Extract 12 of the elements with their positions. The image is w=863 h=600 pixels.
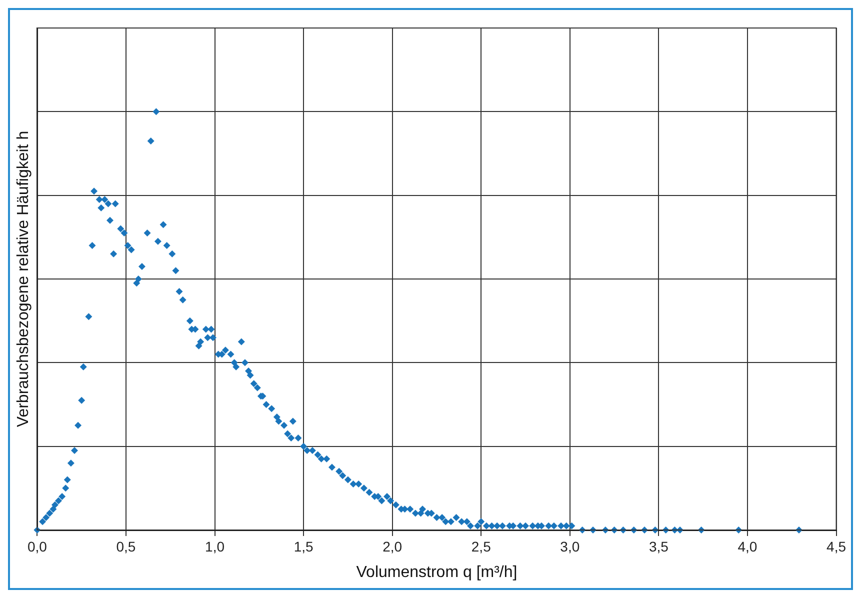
- x-tick-label: 0,5: [116, 538, 136, 554]
- x-tick-label: 0,0: [27, 538, 48, 554]
- x-tick-label: 3,0: [560, 538, 580, 554]
- x-tick-label: 1,0: [205, 538, 225, 554]
- x-axis-title: Volumenstrom q [m³/h]: [356, 564, 518, 581]
- x-tick-label: 2,0: [382, 538, 402, 554]
- x-tick-label: 2,5: [471, 538, 492, 554]
- x-tick-label: 1,5: [294, 538, 314, 554]
- x-tick-label: 4,5: [826, 538, 846, 554]
- y-axis-title: Verbrauchsbezogene relative Häufigkeit h: [15, 130, 32, 428]
- x-tick-label: 3,5: [648, 538, 669, 554]
- x-tick-label: 4,0: [738, 538, 758, 554]
